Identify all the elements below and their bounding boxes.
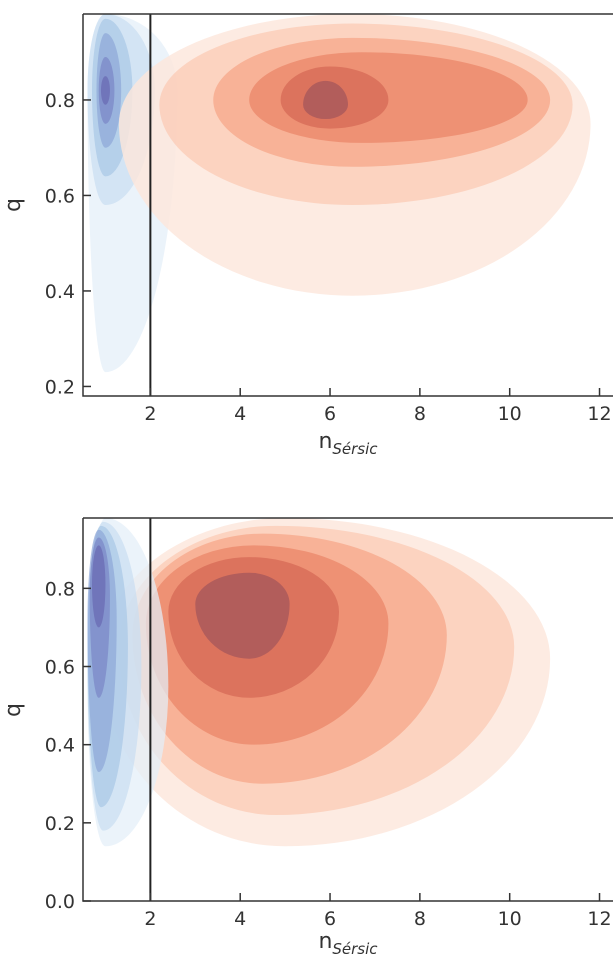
- x-tick-label: 4: [234, 908, 246, 930]
- y-tick-label: 0.8: [45, 578, 75, 600]
- x-tick-label: 8: [414, 908, 426, 930]
- x-ticks-bottom: 2 4 6 8 10 12: [144, 893, 612, 930]
- y-tick-label: 0.4: [45, 281, 75, 303]
- density-level-blue: [91, 545, 106, 628]
- y-axis-label-top: q: [1, 198, 26, 212]
- density-red-bottom: [100, 518, 551, 847]
- x-tick-label: 10: [498, 403, 522, 425]
- density-blue-bottom: [87, 518, 169, 847]
- x-axis-label-bottom: nSérsic: [318, 929, 378, 958]
- density-red-top: [118, 14, 591, 296]
- density-level-red: [303, 80, 348, 120]
- x-tick-label: 8: [414, 403, 426, 425]
- x-tick-label: 2: [144, 403, 156, 425]
- x-ticks-top: 2 4 6 8 10 12: [144, 388, 612, 425]
- axis-frame-top: [82, 13, 613, 397]
- x-tick-label: 12: [587, 908, 611, 930]
- y-axis-label-bottom: q: [1, 703, 26, 717]
- x-tick-label: 6: [324, 403, 336, 425]
- y-ticks-bottom: 0.0 0.2 0.4 0.6 0.8: [45, 578, 91, 913]
- x-tick-label: 10: [498, 908, 522, 930]
- y-tick-label: 0.8: [45, 90, 75, 112]
- y-tick-label: 0.2: [45, 376, 75, 398]
- y-tick-label: 0.0: [45, 891, 75, 913]
- plot-area-bottom: [87, 518, 551, 901]
- y-ticks-top: 0.2 0.4 0.6 0.8: [45, 90, 91, 398]
- x-tick-label: 2: [144, 908, 156, 930]
- x-tick-label: 4: [234, 403, 246, 425]
- x-tick-label: 12: [587, 403, 611, 425]
- panel-top: 2 4 6 8 10 12 0.2 0.4 0.6 0.8 nSérsic q: [1, 13, 613, 458]
- y-tick-label: 0.4: [45, 735, 75, 757]
- density-level-red: [195, 572, 290, 659]
- plot-area-top: [87, 14, 591, 396]
- panel-bottom: 2 4 6 8 10 12 0.0 0.2 0.4 0.6 0.8 nSérsic q: [1, 517, 613, 958]
- y-tick-label: 0.6: [45, 185, 75, 207]
- density-level-blue: [100, 76, 110, 105]
- x-axis-label-top: nSérsic: [318, 429, 378, 458]
- x-tick-label: 6: [324, 908, 336, 930]
- y-tick-label: 0.2: [45, 813, 75, 835]
- y-tick-label: 0.6: [45, 657, 75, 679]
